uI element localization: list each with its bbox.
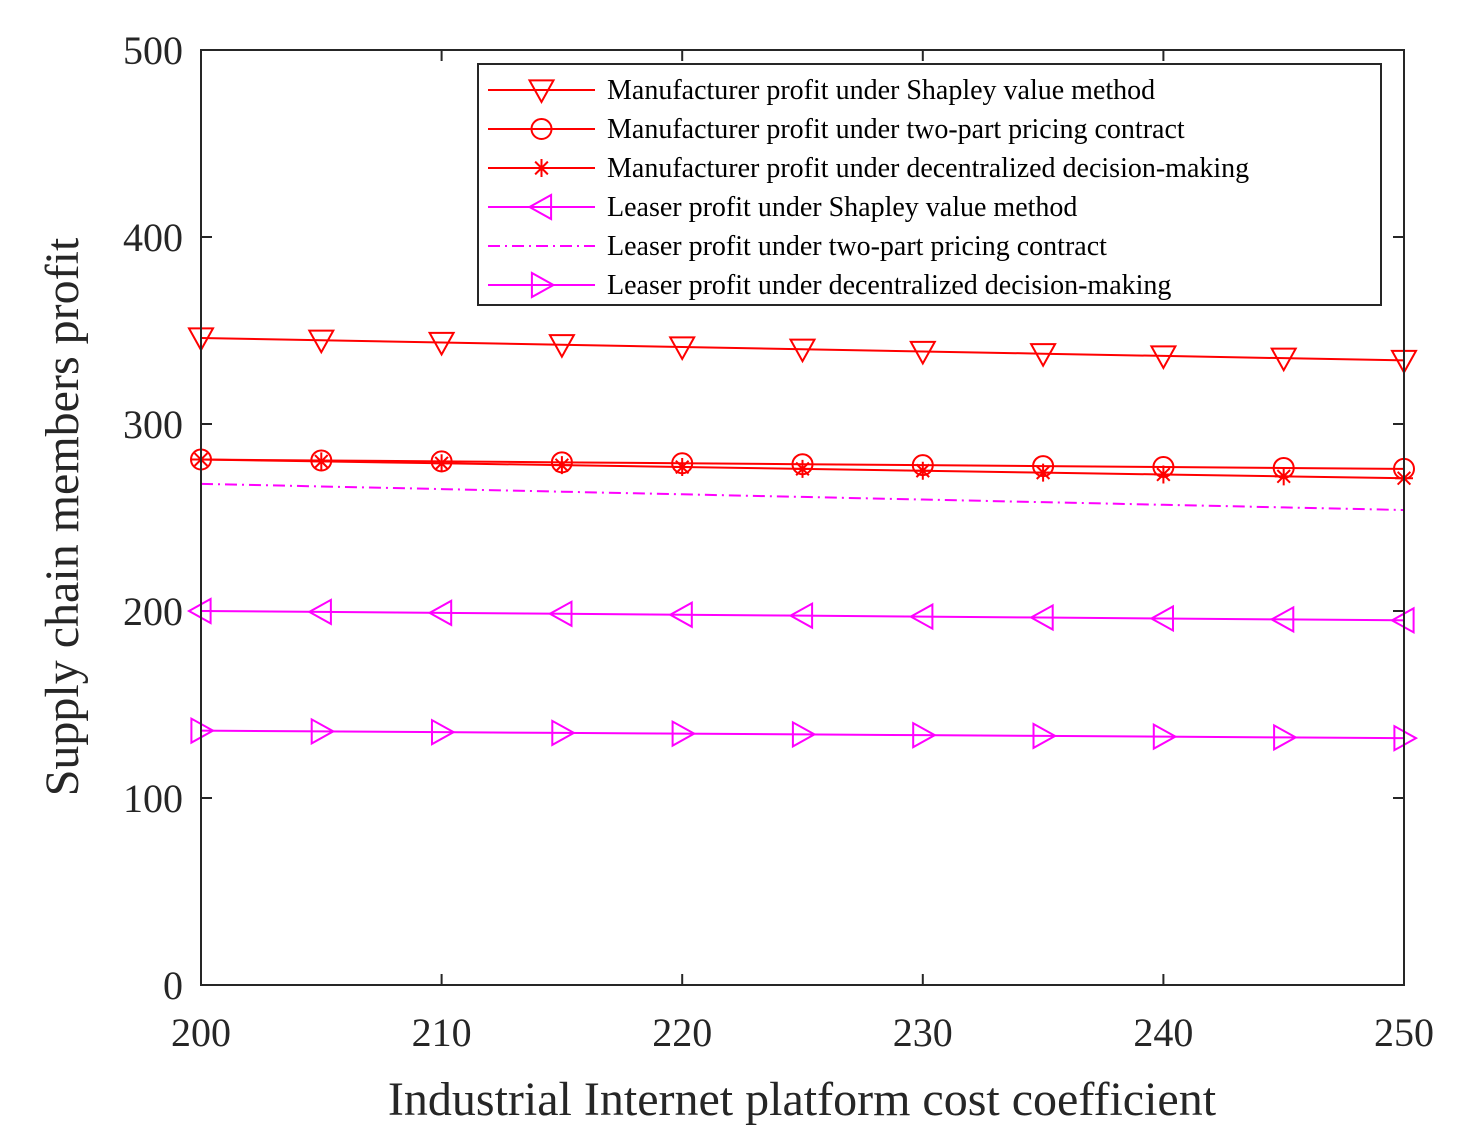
data-point: [1393, 724, 1419, 752]
y-axis-label: Supply chain members profit: [36, 237, 89, 796]
data-point: [307, 598, 332, 626]
data-point: [668, 336, 696, 362]
legend-entries: Manufacturer profit under Shapley value …: [488, 75, 1249, 301]
data-point: [551, 719, 576, 747]
legend-swatch-marker: [532, 159, 551, 177]
data-point: [1270, 347, 1298, 373]
legend-entry-2: Manufacturer profit under two-part prici…: [488, 114, 1185, 145]
series-line: [200, 336, 1405, 362]
data-point: [788, 601, 814, 630]
legend-entry-5: Leaser profit under two-part pricing con…: [488, 231, 1107, 262]
series-5: [200, 482, 1405, 512]
data-point: [1273, 723, 1298, 752]
y-tick-labels: 0 100 200 300 400 500: [123, 28, 183, 1008]
legend-swatch-marker: [527, 193, 553, 221]
series-line: [200, 610, 1405, 622]
legend-label: Manufacturer profit under decentralized …: [607, 153, 1249, 184]
data-point: [791, 720, 817, 749]
data-point: [788, 338, 817, 364]
x-tick-label: 230: [893, 1010, 953, 1055]
legend-swatch-marker: [530, 118, 553, 140]
data-point: [307, 329, 335, 355]
x-axis-label: Industrial Internet platform cost coeffi…: [388, 1073, 1217, 1126]
y-tick-label: 300: [123, 402, 183, 447]
legend-swatch-marker: [527, 79, 556, 105]
data-point: [1154, 465, 1173, 484]
data-point: [1149, 604, 1174, 633]
data-point: [548, 334, 576, 359]
data-point: [908, 602, 934, 631]
y-tick-label: 500: [123, 28, 183, 73]
legend-label: Leaser profit under Shapley value method: [607, 192, 1077, 223]
data-point: [668, 601, 693, 629]
data-point: [432, 454, 451, 473]
data-point: [431, 718, 456, 746]
x-tick-label: 200: [171, 1010, 231, 1055]
legend-entry-4: Leaser profit under Shapley value method: [488, 192, 1077, 223]
data-point: [913, 461, 932, 480]
data-point: [1032, 722, 1058, 750]
data-point: [1269, 605, 1295, 634]
data-point: [1149, 345, 1178, 370]
data-point: [1029, 343, 1057, 368]
x-tick-label: 250: [1374, 1010, 1434, 1055]
y-tick-label: 100: [123, 776, 183, 821]
data-point: [427, 331, 456, 357]
data-point: [190, 716, 216, 745]
x-tick-label: 220: [652, 1010, 712, 1055]
y-tick-label: 0: [163, 963, 183, 1008]
data-point: [909, 340, 937, 366]
series-layer: [186, 327, 1419, 752]
data-point: [1152, 722, 1178, 751]
data-point: [912, 721, 937, 749]
legend-entry-3: Manufacturer profit under decentralized …: [488, 153, 1249, 184]
data-point: [427, 599, 453, 627]
data-point: [186, 597, 212, 625]
x-tick-label: 240: [1133, 1010, 1193, 1055]
series-6: [190, 716, 1419, 752]
legend-entry-1: Manufacturer profit under Shapley value …: [488, 75, 1155, 106]
legend-entry-6: Leaser profit under decentralized decisi…: [488, 270, 1171, 301]
series-4: [186, 597, 1415, 635]
series-line: [200, 729, 1405, 740]
x-tick-labels: 200 210 220 230 240 250: [171, 1010, 1434, 1055]
data-point: [673, 458, 692, 477]
data-point: [1274, 467, 1293, 486]
data-point: [671, 719, 697, 748]
data-point: [1034, 463, 1053, 482]
y-tick-label: 200: [123, 589, 183, 634]
axes-box: [200, 49, 1405, 986]
y-tick-label: 400: [123, 215, 183, 260]
data-point: [312, 452, 331, 471]
legend: Manufacturer profit under Shapley value …: [477, 63, 1382, 306]
legend-label: Leaser profit under two-part pricing con…: [607, 231, 1107, 262]
legend-label: Manufacturer profit under two-part prici…: [607, 114, 1185, 145]
x-tick-label: 210: [412, 1010, 472, 1055]
legend-label: Manufacturer profit under Shapley value …: [607, 75, 1155, 106]
data-point: [1029, 603, 1054, 632]
data-point: [547, 600, 573, 628]
legend-swatch-marker: [530, 271, 556, 299]
legend-label: Leaser profit under decentralized decisi…: [607, 270, 1171, 301]
data-point: [552, 456, 571, 475]
data-point: [793, 459, 812, 478]
data-point: [1389, 606, 1415, 635]
legend-box: [477, 63, 1382, 306]
data-point: [310, 717, 336, 746]
series-line: [200, 482, 1405, 512]
